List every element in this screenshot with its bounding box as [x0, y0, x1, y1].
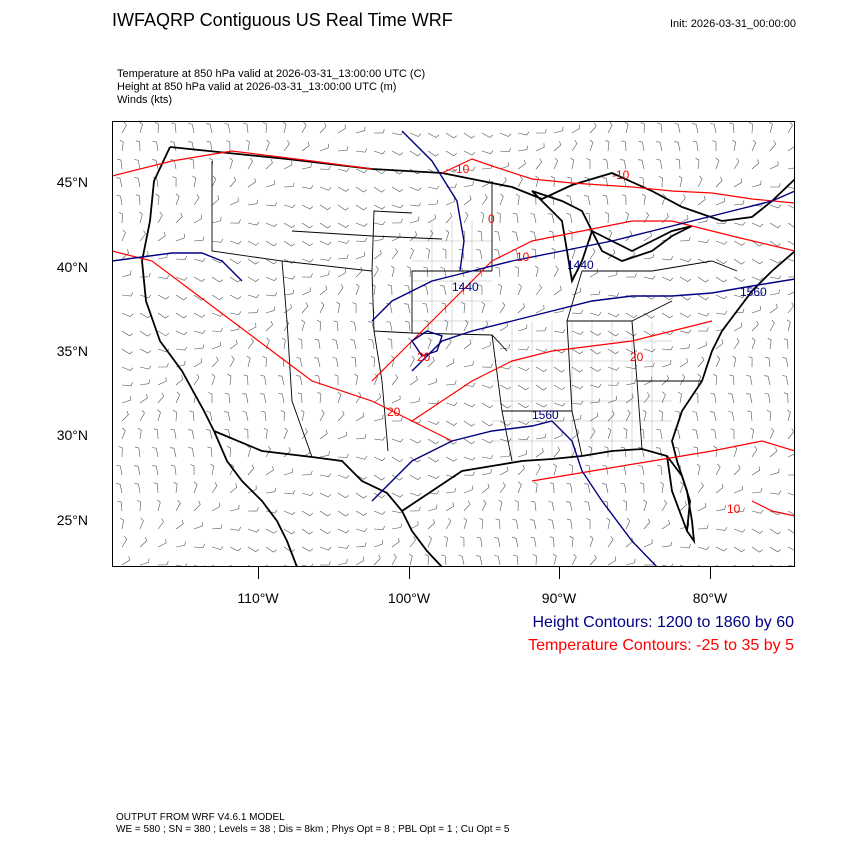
model-options: WE = 580 ; SN = 380 ; Levels = 38 ; Dis … — [116, 824, 510, 835]
model-info: OUTPUT FROM WRF V4.6.1 MODEL — [116, 812, 285, 823]
lon-label-110w: 110°W — [237, 590, 279, 606]
height-contours — [112, 130, 795, 567]
temperature-label: 0 — [488, 212, 495, 226]
subtitle-temperature: Temperature at 850 hPa valid at 2026-03-… — [117, 68, 426, 80]
lon-tick — [409, 567, 410, 579]
height-label: 1560 — [740, 285, 767, 299]
temperature-label: 10 — [727, 502, 741, 516]
temperature-contours — [112, 150, 795, 517]
temperature-label: 20 — [417, 350, 431, 364]
height-label: 1440 — [452, 280, 479, 294]
lat-label-45n: 45°N — [56, 174, 88, 190]
plot-title: IWFAQRP Contiguous US Real Time WRF — [112, 10, 453, 30]
temperature-label: 20 — [387, 405, 401, 419]
lon-tick — [710, 567, 711, 579]
lat-label-25n: 25°N — [56, 512, 88, 528]
height-label: 1440 — [567, 258, 594, 272]
lon-tick — [258, 567, 259, 579]
height-contours-legend: Height Contours: 1200 to 1860 by 60 — [532, 614, 794, 631]
state-borders — [211, 161, 738, 462]
temperature-label: 10 — [516, 250, 530, 264]
lon-tick — [559, 567, 560, 579]
county-lines — [412, 221, 672, 461]
init-time: Init: 2026-03-31_00:00:00 — [670, 18, 796, 30]
contour-label-layer: 1440 1440 1560 1560 -10 -10 0 10 20 20 2… — [387, 162, 767, 516]
temperature-label: -10 — [452, 162, 470, 176]
lat-label-35n: 35°N — [56, 343, 88, 359]
wind-barb-field — [115, 121, 795, 567]
lat-label-30n: 30°N — [56, 427, 88, 443]
lon-label-90w: 90°W — [541, 590, 577, 606]
weather-map: 1440 1440 1560 1560 -10 -10 0 10 20 20 2… — [112, 121, 795, 567]
subtitle-height: Height at 850 hPa valid at 2026-03-31_13… — [117, 81, 397, 93]
subtitle-winds: Winds (kts) — [117, 94, 172, 106]
height-label: 1560 — [532, 408, 559, 422]
lon-label-80w: 80°W — [692, 590, 728, 606]
temperature-label: 20 — [630, 350, 644, 364]
wind-barbs — [115, 121, 795, 567]
coastline-borders — [141, 146, 795, 567]
lon-label-100w: 100°W — [387, 590, 431, 606]
temperature-label: -10 — [612, 168, 630, 182]
lat-label-40n: 40°N — [56, 259, 88, 275]
temperature-contours-legend: Temperature Contours: -25 to 35 by 5 — [528, 637, 794, 654]
